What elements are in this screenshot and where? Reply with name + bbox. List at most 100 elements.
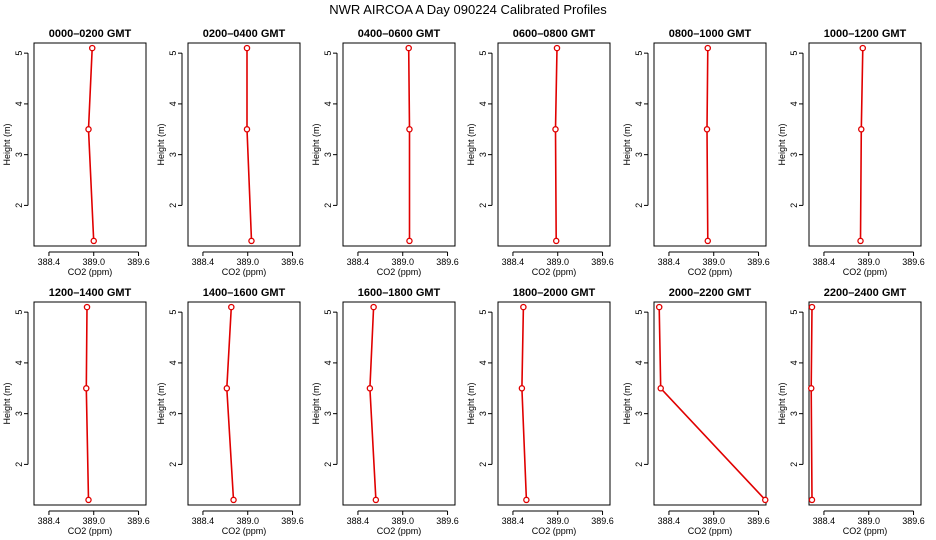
y-tick-label: 5: [478, 51, 488, 56]
panel-grid: 0000–0200 GMT 388.4 389.0 389.6 CO2 (ppm) 2 3 4…: [2, 28, 925, 536]
y-tick-label: 3: [168, 411, 178, 416]
y-tick-label: 2: [478, 203, 488, 208]
y-tick-label: 3: [634, 411, 644, 416]
y-axis-label: Height (m): [2, 123, 12, 165]
plot-frame: [342, 301, 456, 506]
y-tick-label: 2: [168, 462, 178, 467]
panel-1: 0000–0200 GMT 388.4 389.0 389.6 CO2 (ppm) 2 3 4…: [2, 28, 150, 277]
y-tick-label: 5: [168, 51, 178, 56]
panel-12: 2200–2400 GMT 388.4 389.0 389.6 CO2 (ppm) 2 3 4…: [777, 287, 925, 536]
panel-title: 0200–0400 GMT: [203, 28, 286, 40]
y-tick-label: 4: [478, 101, 488, 106]
y-tick-label: 4: [14, 360, 24, 365]
x-tick-label: 388.4: [813, 516, 836, 526]
y-tick-label: 3: [14, 411, 24, 416]
y-tick-label: 2: [789, 462, 799, 467]
x-axis-label: CO2 (ppm): [532, 526, 577, 536]
panel-title: 0400–0600 GMT: [358, 28, 441, 40]
data-point: [552, 126, 559, 133]
panel-11: 2000–2200 GMT 388.4 389.0 389.6 CO2 (ppm) 2 3 4…: [622, 287, 770, 536]
x-axis-label: CO2 (ppm): [222, 526, 267, 536]
data-point: [762, 496, 769, 504]
y-tick-label: 2: [634, 203, 644, 208]
y-tick-label: 2: [323, 462, 333, 467]
y-tick-label: 5: [634, 310, 644, 315]
x-tick-label: 389.6: [281, 516, 304, 526]
plot-frame: [653, 42, 767, 247]
x-tick-label: 389.0: [546, 516, 569, 526]
x-tick-label: 389.6: [591, 516, 614, 526]
panel-title: 1200–1400 GMT: [49, 287, 132, 299]
data-point: [553, 44, 561, 52]
y-tick-label: 4: [168, 101, 178, 106]
data-point: [370, 303, 377, 311]
x-axis-label: CO2 (ppm): [68, 526, 113, 536]
y-tick-label: 4: [323, 101, 333, 106]
panel-title: 0600–0800 GMT: [513, 28, 596, 40]
x-tick-label: 388.4: [38, 516, 61, 526]
x-tick-label: 389.0: [82, 257, 105, 267]
x-axis-label: CO2 (ppm): [222, 267, 267, 277]
plot-frame: [33, 42, 147, 247]
y-axis-label: Height (m): [777, 382, 787, 424]
x-tick-label: 389.0: [82, 516, 105, 526]
x-tick-label: 389.0: [391, 516, 414, 526]
data-point: [552, 237, 560, 245]
plot-frame: [187, 42, 301, 247]
x-tick-label: 389.0: [391, 257, 414, 267]
x-tick-label: 389.6: [127, 516, 150, 526]
y-tick-label: 2: [168, 203, 178, 208]
figure-title: NWR AIRCOA A Day 090224 Calibrated Profi…: [329, 2, 607, 17]
y-tick-label: 4: [634, 101, 644, 106]
x-axis-label: CO2 (ppm): [843, 526, 888, 536]
data-point: [857, 237, 864, 245]
data-point: [704, 237, 712, 245]
x-axis-label: CO2 (ppm): [377, 526, 422, 536]
y-axis-label: Height (m): [622, 123, 632, 165]
x-axis-label: CO2 (ppm): [68, 267, 113, 277]
y-axis-label: Height (m): [777, 123, 787, 165]
y-tick-label: 3: [789, 411, 799, 416]
data-point: [405, 44, 412, 52]
x-tick-label: 388.4: [347, 516, 370, 526]
x-tick-label: 389.0: [236, 516, 259, 526]
plot-frame: [187, 301, 301, 506]
y-tick-label: 2: [789, 203, 799, 208]
plot-frame: [808, 42, 922, 247]
x-tick-label: 389.6: [747, 257, 770, 267]
y-tick-label: 5: [323, 310, 333, 315]
y-tick-label: 4: [634, 360, 644, 365]
y-tick-label: 5: [789, 310, 799, 315]
y-axis-label: Height (m): [156, 382, 166, 424]
data-point: [223, 385, 231, 392]
x-tick-label: 389.6: [747, 516, 770, 526]
panel-9: 1600–1800 GMT 388.4 389.0 389.6 CO2 (ppm) 2 3 4…: [311, 287, 459, 536]
panel-6: 1000–1200 GMT 388.4 389.0 389.6 CO2 (ppm) 2 3 4…: [777, 28, 925, 277]
y-tick-label: 4: [168, 360, 178, 365]
profile-line: [225, 307, 235, 500]
profile-line: [554, 48, 558, 241]
y-axis-label: Height (m): [622, 382, 632, 424]
y-tick-label: 5: [14, 310, 24, 315]
data-point: [703, 126, 711, 133]
y-axis-label: Height (m): [311, 382, 321, 424]
panel-title: 0000–0200 GMT: [49, 28, 132, 40]
profile-line: [521, 307, 528, 500]
x-tick-label: 389.0: [702, 257, 725, 267]
y-tick-label: 2: [634, 462, 644, 467]
x-tick-label: 388.4: [38, 257, 61, 267]
y-tick-label: 5: [323, 51, 333, 56]
data-point: [406, 126, 413, 133]
y-tick-label: 4: [789, 360, 799, 365]
y-axis-label: Height (m): [2, 382, 12, 424]
data-point: [372, 496, 380, 504]
y-tick-label: 5: [478, 310, 488, 315]
panel-title: 1400–1600 GMT: [203, 287, 286, 299]
x-axis-label: CO2 (ppm): [843, 267, 888, 277]
profile-line: [859, 48, 864, 241]
y-tick-label: 3: [478, 152, 488, 157]
y-tick-label: 2: [14, 203, 24, 208]
data-point: [83, 385, 90, 392]
panel-title: 2000–2200 GMT: [669, 287, 752, 299]
